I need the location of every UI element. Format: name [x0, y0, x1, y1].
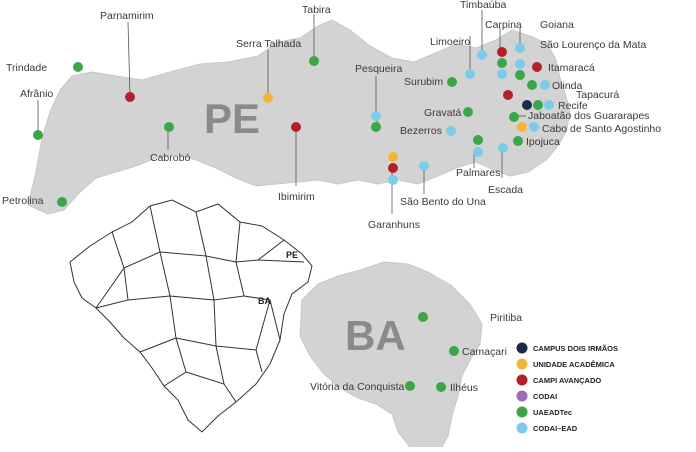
- place-label-piritiba: Piritiba: [490, 312, 522, 324]
- legend-swatch-campus: [516, 342, 528, 354]
- marker-escada-codai_ead: [498, 143, 508, 153]
- place-label-goiana: Goiana: [540, 19, 574, 31]
- place-label-vitoria-da-conquista: Vitória da Conquista: [310, 381, 405, 393]
- pernambuco-shape: [27, 19, 571, 215]
- marker-garanhuns-codai_ead: [388, 175, 398, 185]
- location-labels: Trindade Parnamirim Tabira Serra Talhada Afr…: [2, 0, 661, 394]
- place-label-parnamirim: Parnamirim: [100, 10, 154, 22]
- marker-limoeiro-codai_ead: [465, 69, 475, 79]
- legend-label-campus: CAMPUS DOIS IRMÃOS: [533, 344, 618, 353]
- marker-timbauba-codai_ead: [477, 50, 487, 60]
- marker-garanhuns-campi: [388, 163, 398, 173]
- marker-pesqueira-uaeadtec: [371, 122, 381, 132]
- marker-gravata-uaeadtec: [463, 107, 473, 117]
- legend-swatch-unidade: [516, 358, 528, 370]
- marker-vitoria-da-conquista-uaeadtec: [405, 381, 415, 391]
- place-label-bezerros: Bezerros: [400, 125, 442, 137]
- legend-swatch-campi: [516, 374, 528, 386]
- brazil-outline: [69, 199, 313, 433]
- place-label-afranio: Afrânio: [20, 88, 53, 100]
- marker-goiana-codai_ead: [515, 43, 525, 53]
- legend-label-unidade: UNIDADE ACADÊMICA: [533, 360, 615, 369]
- legend-swatch-codai: [516, 390, 528, 402]
- place-label-cabo-de-santo-agostinho: Cabo de Santo Agostinho: [542, 123, 661, 135]
- marker-parnamirim-campi: [125, 92, 135, 102]
- place-label-ipojuca: Ipojuca: [526, 136, 560, 148]
- marker-cabrobo-uaeadtec: [164, 122, 174, 132]
- bahia-shape: [299, 261, 483, 448]
- pe-state-label: PE: [204, 95, 260, 142]
- marker-afranio-uaeadtec: [33, 130, 43, 140]
- marker-ipojuca-uaeadtec: [513, 136, 523, 146]
- place-label-sao-lourenco-da-mata: São Lourenço da Mata: [540, 39, 646, 51]
- place-label-recife: Recife: [558, 100, 588, 112]
- marker-recife-codai_ead: [544, 100, 554, 110]
- brazil-ba-label: BA: [258, 296, 271, 306]
- marker-jaboatao-dos-guararapes-uaeadtec: [509, 112, 519, 122]
- place-label-garanhuns: Garanhuns: [368, 219, 420, 231]
- marker-itamaraca-campi: [532, 62, 542, 72]
- place-label-surubim: Surubim: [404, 76, 443, 88]
- place-label-ilheus: Ilhéus: [450, 382, 478, 394]
- marker-tapacura-campi: [503, 90, 513, 100]
- place-label-jaboatao-dos-guararapes: Jaboatão dos Guararapes: [528, 110, 649, 122]
- marker-cabo-de-santo-agostinho-codai_ead: [529, 122, 539, 132]
- marker-sao-lourenco-da-mata-uaeadtec: [515, 70, 525, 80]
- marker-trindade-uaeadtec: [73, 62, 83, 72]
- place-label-olinda: Olinda: [552, 80, 583, 92]
- place-label-tapacura: Tapacurá: [576, 89, 619, 101]
- marker-sao-lourenco-da-mata-codai_ead: [515, 59, 525, 69]
- marker-ibimirim-campi: [291, 122, 301, 132]
- marker-palmares-uaeadtec: [473, 135, 483, 145]
- ba-state-label: BA: [345, 312, 406, 359]
- marker-surubim-uaeadtec: [447, 77, 457, 87]
- marker-piritiba-uaeadtec: [418, 312, 428, 322]
- marker-olinda-codai_ead: [540, 80, 550, 90]
- legend: CAMPUS DOIS IRMÃOS UNIDADE ACADÊMICA CAMPI…: [516, 342, 618, 434]
- place-label-limoeiro: Limoeiro: [430, 36, 470, 48]
- brazil-pe-label: PE: [286, 250, 298, 260]
- marker-carpina-codai_ead: [497, 69, 507, 79]
- place-label-timbauba: Timbaúba: [460, 0, 506, 11]
- place-label-carpina: Carpina: [485, 19, 522, 31]
- place-label-itamaraca: Itamaracá: [548, 62, 595, 74]
- place-label-camacari: Camaçari: [462, 346, 507, 358]
- location-markers: [33, 43, 554, 392]
- legend-label-uaeadtec: UAEADTec: [533, 408, 572, 417]
- marker-recife-campus: [522, 100, 532, 110]
- marker-palmares-codai_ead: [473, 147, 483, 157]
- place-label-escada: Escada: [488, 184, 523, 196]
- legend-swatch-codai_ead: [516, 422, 528, 434]
- marker-serra-talhada-unidade: [263, 93, 273, 103]
- marker-olinda-uaeadtec: [527, 80, 537, 90]
- place-label-serra-talhada: Serra Talhada: [236, 38, 301, 50]
- place-label-cabrobo: Cabrobó: [150, 152, 190, 164]
- marker-petrolina-uaeadtec: [57, 197, 67, 207]
- place-label-pesqueira: Pesqueira: [355, 63, 402, 75]
- place-label-palmares: Palmares: [456, 167, 500, 179]
- place-label-gravata: Gravatá: [424, 107, 462, 119]
- marker-camacari-uaeadtec: [449, 346, 459, 356]
- legend-label-codai: CODAI: [533, 392, 557, 401]
- legend-label-codai_ead: CODAI–EAD: [533, 424, 578, 433]
- place-label-trindade: Trindade: [6, 62, 47, 74]
- marker-pesqueira-codai_ead: [371, 111, 381, 121]
- marker-ilheus-uaeadtec: [436, 382, 446, 392]
- place-label-petrolina: Petrolina: [2, 195, 44, 207]
- marker-carpina-uaeadtec: [497, 58, 507, 68]
- legend-label-campi: CAMPI AVANÇADO: [533, 376, 601, 385]
- marker-carpina-campi: [497, 47, 507, 57]
- legend-swatch-uaeadtec: [516, 406, 528, 418]
- place-label-sao-bento-do-una: São Bento do Una: [400, 196, 486, 208]
- marker-recife-uaeadtec: [533, 100, 543, 110]
- marker-sao-bento-do-una-codai_ead: [419, 161, 429, 171]
- place-label-ibimirim: Ibimirim: [278, 191, 315, 203]
- place-label-tabira: Tabira: [302, 4, 331, 16]
- marker-bezerros-codai_ead: [446, 126, 456, 136]
- marker-cabo-de-santo-agostinho-unidade: [517, 122, 527, 132]
- marker-tabira-uaeadtec: [309, 56, 319, 66]
- marker-garanhuns-unidade: [388, 152, 398, 162]
